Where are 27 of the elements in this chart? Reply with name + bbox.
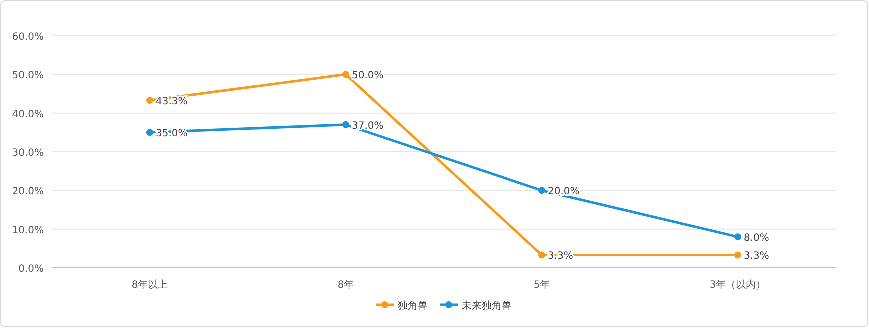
point [146,97,154,104]
y-tick-label: 20.0% [12,186,44,198]
point [342,121,350,128]
y-tick-label: 0.0% [18,264,44,275]
x-tick-label: 3年（以内） [710,279,766,291]
point [734,234,742,241]
y-tick-label: 60.0% [12,32,44,43]
point [538,252,546,259]
data-label: 50.0% [352,70,384,82]
y-tick-label: 10.0% [12,225,44,236]
point [734,252,742,259]
data-label: 8.0% [744,233,770,244]
point [538,187,546,194]
point [146,129,154,136]
data-label: 3.3% [744,251,770,262]
data-label: 20.0% [548,186,580,198]
point [342,71,350,78]
data-label: 43.3% [156,96,188,108]
y-tick-label: 30.0% [12,148,44,159]
legend-label: 独角兽 [398,300,428,312]
y-tick-label: 40.0% [12,109,44,120]
x-tick-label: 8年以上 [132,279,168,291]
data-label: 37.0% [352,120,384,132]
y-tick-label: 50.0% [12,70,44,82]
legend-label: 未来独角兽 [462,300,512,312]
x-tick-label: 8年 [338,279,354,291]
x-tick-label: 5年 [534,279,550,291]
